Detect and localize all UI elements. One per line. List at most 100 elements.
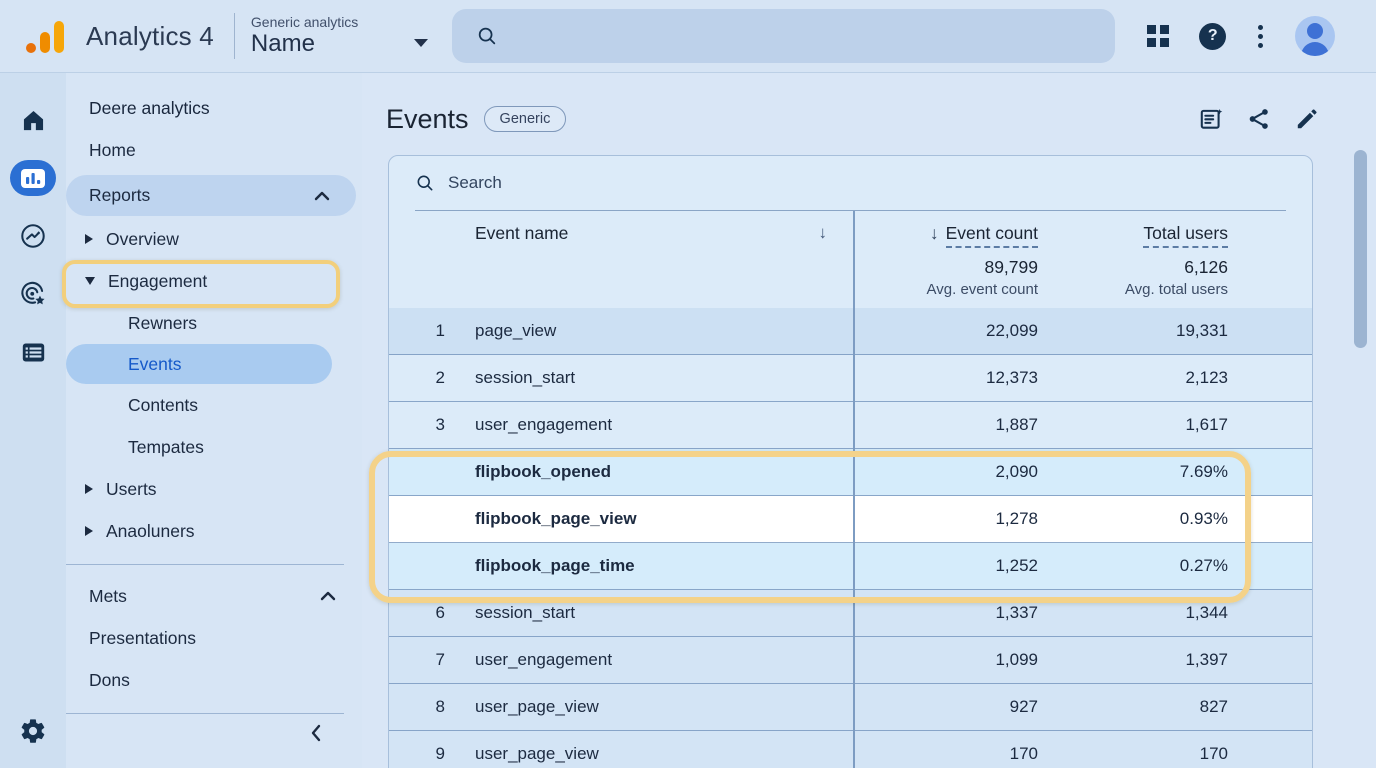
- event-name-cell: user_page_view: [475, 744, 599, 763]
- event-name-cell: user_page_view: [475, 697, 599, 716]
- column-divider: [853, 211, 855, 768]
- column-header-event-count[interactable]: ↓ Event count: [853, 222, 1038, 248]
- table-row[interactable]: 1 page_view 22,099 19,331: [389, 308, 1312, 355]
- more-options-icon[interactable]: [1256, 23, 1265, 50]
- table-row[interactable]: 9 user_page_view 170 170: [389, 731, 1312, 768]
- sort-descending-icon: ↓: [929, 222, 939, 243]
- column-header-total-users[interactable]: Total users: [1038, 222, 1228, 248]
- page-title: Events: [386, 103, 469, 134]
- total-users-cell: 0.27%: [1179, 556, 1228, 575]
- sidebar-collapse-button[interactable]: [66, 724, 362, 742]
- row-number: 2: [435, 368, 445, 387]
- table-search-input[interactable]: [448, 173, 1148, 193]
- apps-grid-icon[interactable]: [1147, 25, 1170, 47]
- event-name-cell: page_view: [475, 321, 557, 340]
- settings-gear-icon[interactable]: [10, 708, 56, 754]
- property-dropdown-caret-icon[interactable]: [414, 39, 429, 47]
- edit-pencil-icon[interactable]: [1294, 106, 1320, 132]
- advertising-icon[interactable]: [10, 271, 56, 317]
- total-users-value: 6,126: [1184, 257, 1228, 277]
- total-users-cell: 1,617: [1185, 415, 1228, 434]
- event-count-cell: 1,337: [995, 603, 1038, 622]
- top-header: Analytics 4 Generic analytics Name ?: [0, 0, 1376, 73]
- event-name-cell: session_start: [475, 368, 576, 387]
- sidebar-item-overview[interactable]: Overview: [66, 218, 362, 260]
- event-count-cell: 1,278: [995, 509, 1038, 528]
- report-type-badge: Generic: [483, 106, 567, 132]
- table-row-highlighted[interactable]: flipbook_opened 2,090 7.69%: [389, 449, 1312, 496]
- sidebar-item-engagement[interactable]: Engagement: [66, 260, 362, 302]
- avg-event-count-label: Avg. event count: [926, 281, 1038, 298]
- event-name-cell: flipbook_opened: [475, 462, 611, 481]
- sidebar-item-presentations[interactable]: Presentations: [89, 627, 197, 648]
- triangle-right-icon: [85, 526, 93, 536]
- table-row[interactable]: 3 user_engagement 1,887 1,617: [389, 402, 1312, 449]
- property-type-label: Generic analytics: [250, 14, 359, 31]
- sidebar-section-reports[interactable]: Reports: [66, 175, 356, 216]
- report-nav-sidebar: Deere analytics Home Reports Overview En…: [66, 73, 362, 768]
- event-count-cell: 22,099: [986, 321, 1038, 340]
- table-row[interactable]: 7 user_engagement 1,099 1,397: [389, 637, 1312, 684]
- chevron-up-icon: [314, 191, 330, 200]
- analytics-logo-icon: [26, 19, 64, 53]
- chevron-left-icon: [311, 724, 321, 742]
- sidebar-item-anaoluners[interactable]: Anaoluners: [66, 510, 362, 552]
- total-event-count: 89,799: [984, 257, 1038, 277]
- main-content: Events Generic: [362, 73, 1376, 768]
- table-row[interactable]: 6 session_start 1,337 1,344: [389, 590, 1312, 637]
- chevron-up-icon: [320, 591, 336, 601]
- table-row[interactable]: 8 user_page_view 927 827: [389, 684, 1312, 731]
- table-divider: [415, 210, 1286, 211]
- events-table-card: Event name ↓ ↓Event count Total users: [388, 155, 1313, 768]
- table-row-highlighted[interactable]: flipbook_page_view 1,278 0.93%: [389, 496, 1312, 543]
- app-title: Analytics 4: [86, 20, 214, 51]
- row-number: 8: [435, 697, 445, 716]
- avg-total-users-label: Avg. total users: [1124, 281, 1228, 298]
- sidebar-section-mets[interactable]: Mets: [66, 575, 362, 617]
- row-number: 6: [435, 603, 445, 622]
- event-count-cell: 1,099: [995, 650, 1038, 669]
- event-count-cell: 170: [1009, 744, 1038, 763]
- sidebar-divider: [66, 713, 344, 714]
- user-avatar[interactable]: [1295, 16, 1336, 56]
- event-count-cell: 12,373: [986, 368, 1038, 387]
- column-header-event-name[interactable]: Event name: [475, 222, 569, 243]
- search-icon: [479, 27, 496, 45]
- triangle-down-icon: [85, 277, 95, 285]
- help-icon[interactable]: ?: [1199, 22, 1227, 50]
- table-row-highlighted[interactable]: flipbook_page_time 1,252 0.27%: [389, 543, 1312, 590]
- sidebar-item-home[interactable]: Home: [89, 139, 136, 160]
- global-search-bar[interactable]: [452, 9, 1116, 63]
- table-header: Event name ↓ ↓ Event count Total users: [389, 211, 1312, 308]
- sidebar-item-userts[interactable]: Userts: [66, 468, 362, 510]
- library-icon[interactable]: [10, 329, 56, 375]
- sidebar-divider: [66, 564, 344, 565]
- global-search-input[interactable]: [510, 26, 1071, 46]
- account-name: Deere analytics: [89, 97, 210, 118]
- share-icon[interactable]: [1246, 106, 1272, 132]
- event-name-cell: flipbook_page_view: [475, 509, 637, 528]
- sidebar-item-contents[interactable]: Contents: [128, 394, 199, 415]
- total-users-cell: 1,397: [1185, 650, 1228, 669]
- table-search-bar[interactable]: [389, 156, 1312, 210]
- reports-icon[interactable]: [10, 155, 56, 201]
- row-number: 3: [435, 415, 445, 434]
- nav-icon-rail: [0, 73, 66, 768]
- explore-icon[interactable]: [10, 213, 56, 259]
- sidebar-item-events[interactable]: Events: [66, 344, 332, 384]
- insights-note-icon[interactable]: [1198, 106, 1224, 132]
- total-users-cell: 19,331: [1176, 321, 1228, 340]
- total-users-cell: 7.69%: [1179, 462, 1228, 481]
- sort-arrow-icon[interactable]: ↓: [818, 223, 828, 242]
- home-icon[interactable]: [10, 97, 56, 143]
- table-row[interactable]: 2 session_start 12,373 2,123: [389, 355, 1312, 402]
- vertical-scrollbar[interactable]: [1354, 150, 1367, 348]
- sidebar-item-dons[interactable]: Dons: [89, 669, 130, 690]
- total-users-cell: 1,344: [1185, 603, 1228, 622]
- triangle-right-icon: [85, 484, 93, 494]
- sidebar-item-rewners[interactable]: Rewners: [128, 312, 198, 333]
- property-selector[interactable]: Generic analytics Name: [251, 14, 358, 58]
- sidebar-item-tempates[interactable]: Tempates: [128, 436, 204, 457]
- event-count-cell: 927: [1009, 697, 1038, 716]
- total-users-cell: 827: [1199, 697, 1228, 716]
